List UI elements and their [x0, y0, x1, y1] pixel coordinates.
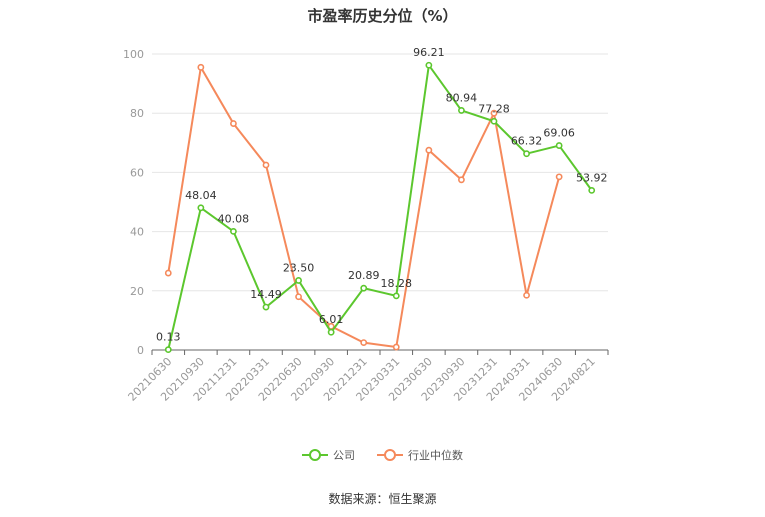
- company-data-label: 69.06: [543, 127, 575, 140]
- industry-data-point: [230, 120, 237, 127]
- company-data-label: 40.08: [218, 212, 250, 225]
- chart-legend: 公司 行业中位数: [0, 447, 765, 463]
- company-data-label: 20.89: [348, 269, 380, 282]
- industry-data-point: [392, 343, 400, 351]
- company-data-label: 6.01: [319, 313, 344, 326]
- pe-percentile-line-chart: 0204060801002021063020210930202112312022…: [123, 46, 609, 404]
- industry-data-point: [295, 293, 302, 301]
- company-data-point: [295, 277, 302, 284]
- company-data-label: 53.92: [576, 171, 608, 184]
- company-data-point: [425, 61, 433, 69]
- legend-industry-marker-icon: [377, 449, 403, 461]
- company-data-label: 77.28: [478, 102, 510, 115]
- industry-data-point: [360, 339, 368, 346]
- company-data-point: [360, 284, 368, 292]
- industry-data-point: [490, 109, 498, 117]
- y-tick-label: 80: [130, 107, 144, 120]
- legend-item-company[interactable]: 公司: [302, 447, 355, 463]
- legend-industry-label: 行业中位数: [408, 449, 463, 462]
- company-data-point: [327, 328, 335, 336]
- company-data-label: 48.04: [185, 189, 217, 202]
- legend-company-marker-icon: [302, 449, 328, 461]
- company-data-label: 96.21: [413, 46, 445, 59]
- y-tick-label: 20: [130, 285, 144, 298]
- company-data-label: 23.50: [283, 261, 315, 274]
- company-data-point: [197, 204, 205, 212]
- company-data-point: [392, 292, 400, 300]
- company-series-line: [167, 62, 593, 350]
- company-data-label: 18.28: [381, 277, 413, 290]
- company-data-point: [523, 150, 530, 158]
- company-data-label: 0.13: [156, 331, 181, 344]
- legend-item-industry[interactable]: 行业中位数: [377, 447, 463, 463]
- company-data-point: [458, 107, 465, 114]
- company-data-point: [230, 227, 237, 235]
- industry-data-point: [262, 161, 270, 169]
- industry-data-point: [197, 63, 205, 71]
- industry-data-point: [164, 269, 172, 277]
- company-data-point: [262, 303, 270, 311]
- company-data-label: 66.32: [511, 135, 543, 148]
- y-tick-label: 0: [137, 344, 144, 357]
- company-data-label: 80.94: [446, 91, 478, 104]
- y-tick-label: 40: [130, 226, 144, 239]
- chart-title: 市盈率历史分位（%）: [307, 7, 458, 25]
- industry-data-point: [425, 146, 433, 154]
- legend-company-label: 公司: [333, 449, 355, 462]
- industry-data-point: [523, 291, 530, 299]
- industry-data-point: [555, 173, 563, 181]
- company-data-label: 14.49: [250, 288, 282, 301]
- company-data-point: [164, 346, 172, 354]
- company-data-point: [588, 186, 596, 194]
- industry-data-point: [458, 176, 465, 184]
- data-source-note: 数据来源：恒生聚源: [328, 492, 437, 506]
- company-data-point: [490, 117, 498, 125]
- y-tick-label: 100: [123, 48, 144, 61]
- y-tick-label: 60: [130, 166, 144, 179]
- company-data-point: [555, 142, 563, 149]
